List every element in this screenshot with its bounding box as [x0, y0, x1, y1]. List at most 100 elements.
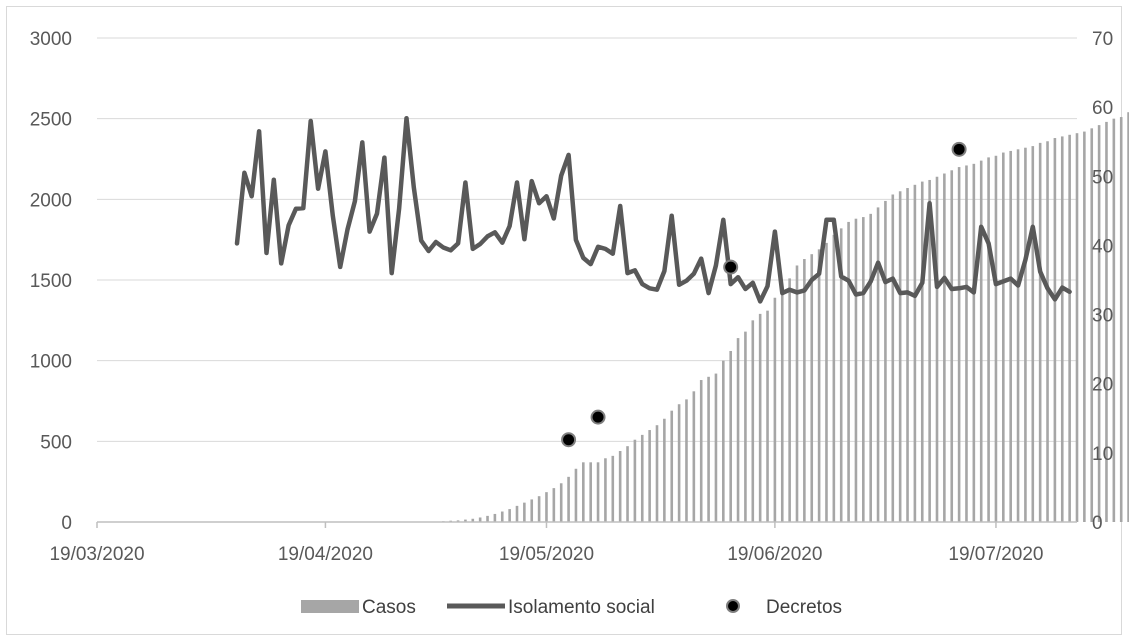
- bar-casos: [714, 373, 718, 522]
- bar-casos: [1127, 112, 1129, 523]
- legend-swatch-casos: [301, 600, 359, 613]
- bar-casos: [979, 160, 983, 522]
- bar-casos: [1083, 131, 1086, 522]
- bar-casos: [928, 179, 931, 522]
- bar-casos: [589, 462, 592, 522]
- bar-casos: [891, 194, 895, 522]
- line-isolamento: [234, 115, 1072, 304]
- legend-label-casos: Casos: [362, 597, 416, 618]
- bar-casos: [1090, 128, 1094, 522]
- bar-casos: [677, 404, 681, 522]
- bar-casos: [751, 320, 755, 522]
- bar-casos: [987, 157, 990, 523]
- bar-casos: [707, 376, 710, 522]
- bar-casos: [478, 517, 482, 522]
- bar-casos: [795, 265, 799, 522]
- legend: Casos Isolamento social Decretos: [301, 597, 842, 618]
- bar-casos: [722, 360, 725, 522]
- bar-casos: [810, 254, 814, 523]
- legend-label-decretos: Decretos: [766, 597, 842, 618]
- y-right-tick-label: 40: [1092, 236, 1113, 257]
- y-right-tick-label: 50: [1092, 167, 1113, 188]
- bar-casos: [920, 181, 924, 522]
- bar-casos: [582, 462, 585, 522]
- bar-casos: [957, 167, 961, 523]
- marker-decreto: [951, 141, 967, 157]
- bar-casos: [1075, 133, 1079, 523]
- bar-casos: [935, 176, 939, 522]
- bar-casos: [780, 286, 784, 522]
- bar-casos: [611, 455, 615, 522]
- bar-casos: [1002, 152, 1005, 522]
- bar-casos: [825, 242, 828, 523]
- bar-casos: [1097, 125, 1101, 523]
- y-left-tick-label: 1500: [30, 271, 72, 292]
- axes: 0 500 1000 1500 2000 2500 3000 0 10 20 30 40 50 60 70 1…: [30, 29, 1113, 565]
- bar-casos: [559, 483, 563, 522]
- y-right-tick-label: 70: [1092, 29, 1113, 50]
- bar-casos: [567, 476, 570, 522]
- bar-casos: [670, 410, 674, 522]
- bar-casos: [618, 451, 622, 522]
- bar-casos: [486, 515, 489, 522]
- legend-label-isolamento: Isolamento social: [508, 597, 655, 618]
- bar-casos: [1024, 147, 1027, 522]
- bar-casos: [1009, 150, 1012, 522]
- marker-decreto: [723, 259, 739, 275]
- y-right-tick-label: 60: [1092, 98, 1113, 119]
- x-tick-label: 19/06/2020: [727, 544, 822, 565]
- bar-casos: [943, 173, 946, 522]
- bar-casos: [1046, 141, 1049, 522]
- y-left-tick-label: 2500: [30, 110, 72, 131]
- bar-casos: [574, 468, 578, 522]
- bar-casos: [884, 200, 887, 523]
- bar-casos: [1119, 117, 1123, 522]
- bar-casos: [847, 221, 850, 523]
- bar-casos: [854, 218, 858, 522]
- bar-casos: [1031, 146, 1035, 523]
- line-isolamento-social: [234, 115, 1072, 304]
- bar-casos: [508, 509, 511, 522]
- y-right-tick-label: 10: [1092, 444, 1113, 465]
- bar-casos: [655, 425, 659, 522]
- bar-casos: [493, 513, 497, 522]
- bar-casos: [604, 458, 607, 522]
- y-left-tick-label: 0: [61, 513, 72, 534]
- y-right-tick-label: 30: [1092, 306, 1113, 327]
- bar-casos: [744, 331, 747, 522]
- bar-casos: [1038, 142, 1042, 522]
- bar-casos: [736, 338, 740, 522]
- y-left-tick-label: 1000: [30, 352, 72, 373]
- bar-casos: [913, 184, 917, 522]
- bar-casos: [626, 446, 629, 522]
- bar-casos: [537, 496, 541, 522]
- y-right-tick-label: 20: [1092, 375, 1113, 396]
- bar-casos: [515, 505, 519, 522]
- bar-casos: [1105, 121, 1108, 522]
- x-tick-label: 19/07/2020: [948, 544, 1043, 565]
- bar-casos: [788, 278, 791, 522]
- bar-casos: [817, 249, 821, 522]
- bar-casos: [456, 520, 460, 522]
- bar-casos: [965, 165, 968, 522]
- bar-casos: [596, 462, 600, 522]
- bar-casos: [633, 439, 637, 522]
- y-left-tick-label: 3000: [30, 29, 72, 50]
- bar-casos: [1068, 134, 1071, 523]
- bar-casos: [803, 259, 806, 522]
- y-right-tick-label: 0: [1092, 513, 1103, 534]
- bar-casos: [758, 313, 762, 522]
- bar-casos: [898, 191, 902, 522]
- bar-casos: [685, 399, 688, 522]
- bar-casos: [766, 310, 769, 522]
- marker-decreto: [561, 432, 577, 448]
- bar-casos: [648, 430, 651, 522]
- bar-casos: [471, 518, 475, 522]
- x-tick-label: 19/05/2020: [499, 544, 594, 565]
- bar-casos: [950, 170, 954, 522]
- bar-casos: [832, 234, 836, 522]
- bar-casos: [994, 155, 998, 523]
- bar-casos: [699, 380, 703, 522]
- bar-casos: [1060, 136, 1064, 522]
